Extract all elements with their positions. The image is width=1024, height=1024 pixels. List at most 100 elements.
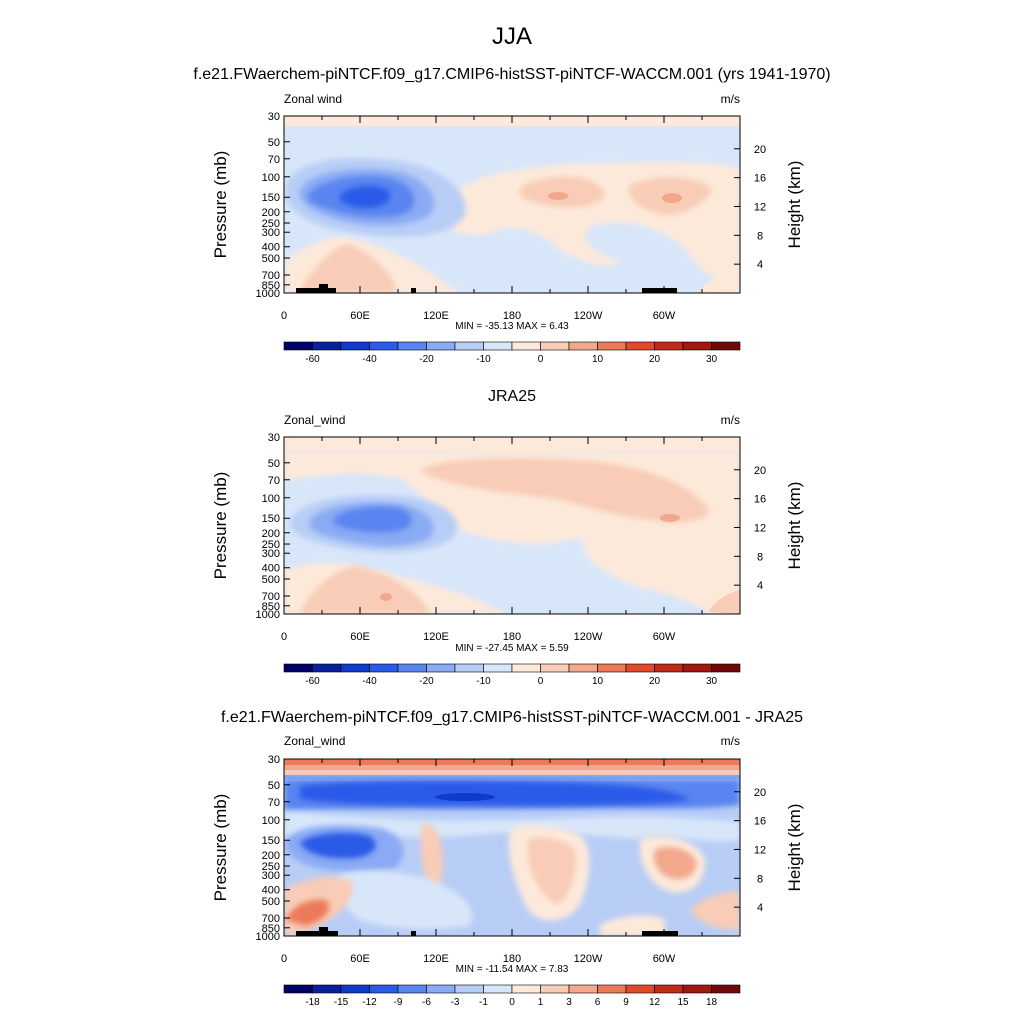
p3-height-tick-label: 20 <box>754 787 766 799</box>
p3-colorbar-box <box>283 984 313 994</box>
p1-height-tick-label: 12 <box>754 201 766 213</box>
panel-1-right-label: m/s <box>721 92 740 106</box>
p2-ylabel-right: Height (km) <box>785 482 804 570</box>
p3-colorbar-label: -9 <box>394 997 403 1008</box>
panel-1-colorbar: -60 -40 -20 -10 0 10 20 30 <box>283 341 741 365</box>
panel-2-right-label: m/s <box>721 413 740 427</box>
panel-2-left-label: Zonal_wind <box>284 413 345 427</box>
p1-pressure-tick-label: 500 <box>262 253 280 265</box>
panel-3-left-label: Zonal_wind <box>284 734 345 748</box>
p2-colorbar-box <box>540 663 570 673</box>
p1-colorbar-box <box>540 341 570 351</box>
p2-colorbar-box <box>483 663 513 673</box>
p2-height-tick-label: 16 <box>754 494 766 506</box>
p3-colorbar-label: 0 <box>509 997 515 1008</box>
p3-colorbar-box <box>397 984 427 994</box>
p3-pressure-tick-label: 100 <box>262 815 280 827</box>
panel-2-axes: 3050701001502002503004005007008501000481… <box>211 432 804 643</box>
p2-pressure-tick-label: 300 <box>262 548 280 560</box>
p2-colorbar-box <box>597 663 627 673</box>
p1-pressure-tick-label: 50 <box>268 137 280 149</box>
p3-colorbar-box <box>483 984 513 994</box>
panel-1-stats: MIN = -35.13 MAX = 6.43 <box>455 321 569 332</box>
p2-colorbar-box <box>654 663 684 673</box>
p2-pressure-tick-label: 850 <box>262 601 280 613</box>
p2-lon-tick-label: 60W <box>653 631 676 643</box>
p1-pressure-tick-label: 70 <box>268 154 280 166</box>
figure-title: JJA <box>492 23 532 50</box>
p1-colorbar-label: 0 <box>538 354 544 365</box>
p3-lon-tick-label: 120W <box>574 953 603 965</box>
p3-colorbar-label: 3 <box>566 997 572 1008</box>
p1-colorbar-box <box>625 341 655 351</box>
panel-3-stats: MIN = -11.54 MAX = 7.83 <box>456 964 569 975</box>
p3-colorbar-label: 12 <box>649 997 661 1008</box>
p3-colorbar-label: -12 <box>362 997 377 1008</box>
p3-colorbar-label: -3 <box>451 997 460 1008</box>
p3-colorbar-box <box>369 984 399 994</box>
p3-colorbar-box <box>511 984 541 994</box>
panel-3-axes: 3050701001502002503004005007008501000481… <box>211 754 804 965</box>
p1-colorbar-box <box>597 341 627 351</box>
panel-1: f.e21.FWaerchem-piNTCF.f09_g17.CMIP6-his… <box>193 66 830 365</box>
p3-pressure-tick-label: 200 <box>262 850 280 862</box>
panel-3-colorbar: -18 -15 -12 -9 -6 -3 -1 0 1 3 6 9 12 15 18 <box>283 984 741 1008</box>
panel-1-land-mask <box>296 284 677 293</box>
p2-colorbar-box <box>426 663 456 673</box>
p3-colorbar-box <box>454 984 484 994</box>
p1-colorbar-label: -10 <box>476 354 491 365</box>
p3-height-tick-label: 12 <box>754 844 766 856</box>
p1-ylabel-left: Pressure (mb) <box>211 151 230 259</box>
p2-pressure-tick-label: 1000 <box>256 609 280 621</box>
p3-colorbar-box <box>625 984 655 994</box>
p1-pressure-tick-label: 300 <box>262 227 280 239</box>
p2-pressure-tick-label: 200 <box>262 528 280 540</box>
p1-colorbar-box <box>397 341 427 351</box>
p3-colorbar-label: -6 <box>422 997 431 1008</box>
p1-pressure-tick-label: 250 <box>262 218 280 230</box>
p2-colorbar-label: 20 <box>649 676 661 687</box>
p1-colorbar-label: -60 <box>305 354 320 365</box>
p1-lon-tick-label: 180 <box>503 310 521 322</box>
panel-1-left-label: Zonal wind <box>284 92 342 106</box>
p1-pressure-tick-label: 700 <box>262 270 280 282</box>
p2-pressure-tick-label: 400 <box>262 563 280 575</box>
p2-height-tick-label: 20 <box>754 465 766 477</box>
p1-pressure-tick-label: 1000 <box>256 288 280 300</box>
p1-lon-tick-label: 120E <box>423 310 449 322</box>
p3-pressure-tick-label: 50 <box>268 780 280 792</box>
p1-pressure-tick-label: 850 <box>262 280 280 292</box>
p3-colorbar-label: 6 <box>595 997 601 1008</box>
panel-1-contour-field <box>284 116 740 293</box>
p1-colorbar-box <box>682 341 712 351</box>
p1-colorbar-box <box>654 341 684 351</box>
p3-colorbar-label: -18 <box>305 997 320 1008</box>
p1-colorbar-box <box>568 341 598 351</box>
p3-pressure-tick-label: 400 <box>262 885 280 897</box>
p2-colorbar-box <box>312 663 342 673</box>
p3-colorbar-label: -15 <box>334 997 349 1008</box>
p2-colorbar-box <box>340 663 370 673</box>
p3-pressure-tick-label: 150 <box>262 835 280 847</box>
p2-colorbar-box <box>283 663 313 673</box>
p2-pressure-tick-label: 150 <box>262 513 280 525</box>
p2-height-tick-label: 4 <box>757 580 763 592</box>
p2-colorbar-label: 0 <box>538 676 544 687</box>
p2-lon-tick-label: 60E <box>350 631 370 643</box>
p3-ylabel-left: Pressure (mb) <box>211 794 230 902</box>
panel-2-colorbar: -60 -40 -20 -10 0 10 20 30 <box>283 663 741 687</box>
p3-ylabel-right: Height (km) <box>785 804 804 892</box>
p2-pressure-tick-label: 250 <box>262 539 280 551</box>
p3-pressure-tick-label: 30 <box>268 754 280 766</box>
panel-2-contour-field <box>284 437 740 614</box>
panel-3: f.e21.FWaerchem-piNTCF.f09_g17.CMIP6-his… <box>211 709 804 1008</box>
p3-height-tick-label: 8 <box>757 873 763 885</box>
p2-colorbar-box <box>682 663 712 673</box>
p2-colorbar-label: 10 <box>592 676 604 687</box>
p1-colorbar-box <box>454 341 484 351</box>
p3-colorbar-label: -1 <box>479 997 488 1008</box>
panel-2: JRA25 Zonal_wind m/s 3050701001502002503… <box>211 388 804 687</box>
p3-colorbar-box <box>682 984 712 994</box>
p1-pressure-tick-label: 100 <box>262 172 280 184</box>
panel-3-right-label: m/s <box>721 734 740 748</box>
